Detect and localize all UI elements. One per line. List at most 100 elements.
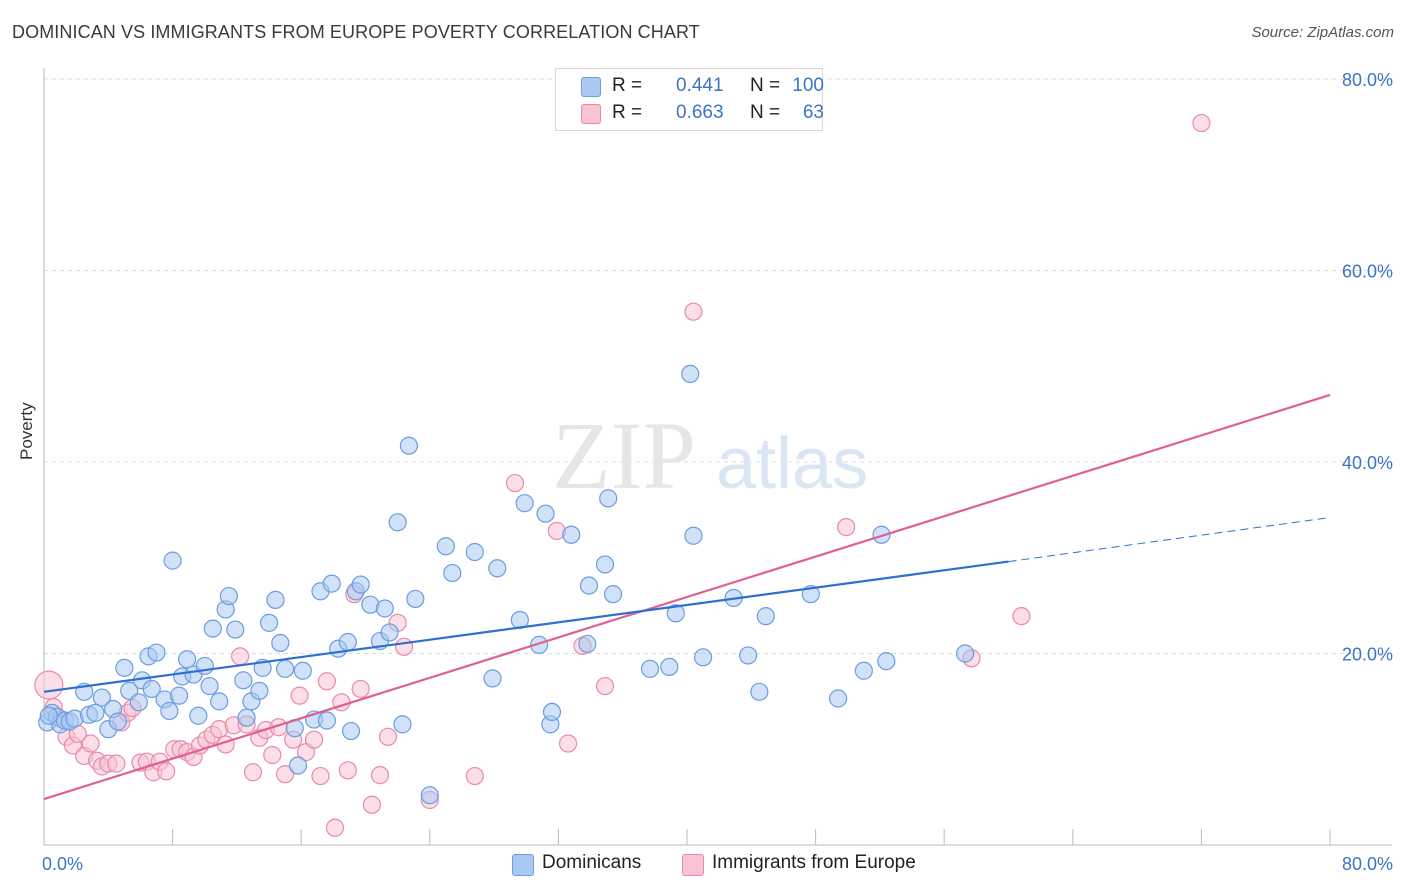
dominican-point [399, 436, 419, 455]
legend-swatch-europe [682, 854, 704, 876]
dominican-point [375, 599, 394, 618]
dominican-point [234, 671, 253, 690]
dominican-point [488, 559, 507, 578]
dominican-point [226, 620, 245, 639]
europe-trend-line [43, 393, 1331, 801]
dominican-point [579, 576, 599, 595]
x-tick-label: 0.0% [42, 854, 83, 874]
europe-point [378, 727, 398, 746]
dominican-point [536, 504, 555, 523]
dominican-point [738, 646, 758, 665]
tick-labels: 20.0% 40.0% 60.0% 80.0% 0.0% 80.0% [42, 70, 1393, 874]
dominican-point [341, 721, 361, 741]
x-tick-label: 80.0% [1342, 854, 1393, 874]
stats-swatch-europe [581, 104, 601, 124]
europe-point [317, 672, 337, 691]
dominican-point [578, 634, 597, 654]
dominican-point [266, 590, 285, 609]
dominican-point [39, 706, 58, 725]
watermark-zip: ZIP [552, 402, 696, 509]
gridlines [44, 78, 1392, 654]
europe-point [394, 637, 414, 656]
dominican-point [562, 525, 581, 544]
dominican-point [542, 702, 562, 722]
europe-point [558, 734, 578, 753]
europe-point [325, 818, 345, 837]
y-tick-label: 40.0% [1342, 453, 1393, 473]
europe-point [231, 647, 250, 666]
europe-point [684, 302, 703, 321]
europe-point [465, 766, 484, 786]
dominican-point [322, 574, 341, 593]
dominican-point [147, 643, 166, 662]
dominican-trend-extension [1008, 517, 1331, 563]
dominican-point [640, 659, 660, 678]
europe-point [290, 686, 309, 705]
dominican-point [160, 701, 179, 721]
dominican-point [210, 692, 229, 711]
dominican-point [380, 623, 399, 642]
dominican-point [271, 633, 290, 653]
dominican-point [681, 364, 700, 384]
source-label: Source: ZipAtlas.com [1251, 24, 1394, 41]
watermark-atlas: atlas [716, 424, 868, 504]
dominican-point [177, 650, 197, 669]
europe-point [263, 745, 282, 765]
dominican-point [219, 586, 238, 606]
dominican-point [595, 555, 615, 574]
dominican-point [200, 676, 219, 696]
dominican-point [142, 679, 161, 699]
legend-label-europe: Immigrants from Europe [712, 852, 916, 873]
dominican-point [854, 661, 873, 680]
dominican-point [406, 589, 425, 609]
dominican-point [660, 657, 679, 677]
stats-r-label: R = [612, 75, 648, 96]
dominican-point [250, 681, 269, 700]
dominican-point [108, 712, 128, 731]
dominican-point [436, 537, 455, 556]
dominican-point [317, 711, 337, 730]
dominican-points [38, 364, 975, 805]
dominican-point [515, 494, 534, 513]
dominican-point [756, 607, 775, 626]
dominican-point [684, 526, 703, 545]
europe-point [107, 754, 126, 773]
dominican-point [693, 648, 713, 667]
dominican-point [877, 652, 896, 671]
dominican-point [163, 551, 182, 570]
dominican-point [388, 513, 407, 532]
europe-point [1012, 607, 1031, 626]
chart-title: DOMINICAN VS IMMIGRANTS FROM EUROPE POVE… [12, 22, 700, 42]
dominican-point [276, 659, 295, 678]
stats-n-label: N = [750, 102, 786, 123]
dominican-point [393, 715, 412, 734]
europe-point [34, 670, 64, 700]
europe-point [338, 761, 357, 780]
europe-point [370, 766, 390, 785]
dominican-point [603, 585, 623, 604]
dominican-point [288, 756, 308, 775]
dominican-point [420, 786, 439, 805]
legend-swatch-dominicans [512, 854, 534, 876]
europe-point [81, 734, 100, 753]
dominican-point [86, 703, 105, 722]
dominican-point [750, 682, 769, 701]
dominican-point [530, 635, 549, 654]
dominican-point [259, 613, 279, 632]
dominican-point [203, 619, 222, 638]
stats-swatch-dominicans [581, 77, 601, 97]
dominican-point [599, 489, 618, 508]
legend-label-dominicans: Dominicans [542, 852, 642, 873]
dominican-point [465, 542, 484, 562]
stats-n-value: 63 [802, 102, 824, 123]
y-tick-label: 60.0% [1342, 262, 1393, 282]
europe-point [837, 518, 856, 537]
europe-point [362, 795, 382, 814]
dominican-point [829, 689, 848, 708]
y-tick-label: 80.0% [1342, 70, 1393, 90]
dominican-trend-line [43, 560, 1009, 693]
stats-box: R = 0.441 N = 100 R = 0.663 N = 63 [555, 68, 824, 131]
dominican-point [115, 658, 134, 677]
stats-n-label: N = [750, 75, 786, 96]
